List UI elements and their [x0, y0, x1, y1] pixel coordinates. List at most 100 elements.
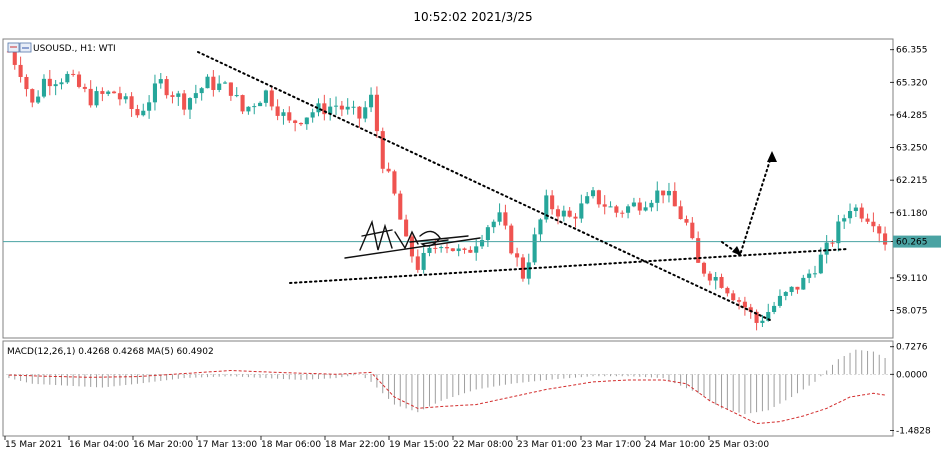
candle-body [690, 222, 695, 239]
time-axis: 15 Mar 2021 16 Mar 04:00 16 Mar 20:00 17 Ma… [4, 436, 769, 450]
candle-body [211, 76, 216, 90]
candle-body [602, 204, 607, 207]
candle-body [614, 206, 619, 213]
candle-body [47, 78, 52, 87]
candle-body [404, 219, 409, 237]
candle-body [491, 221, 496, 228]
candle-body [246, 106, 251, 112]
candle-body [847, 211, 853, 219]
candle-body [36, 96, 41, 103]
candle-body [444, 247, 450, 249]
price-tick-label: 66.355 [896, 46, 928, 56]
candle-body [807, 273, 812, 278]
candle-body [503, 212, 508, 226]
candle-body [871, 221, 876, 227]
candle-body [88, 88, 93, 106]
price-tick-label: 64.285 [896, 111, 928, 121]
candle-body [742, 301, 747, 308]
candle-body [655, 190, 660, 203]
candle-body [830, 242, 835, 244]
candle-body [801, 277, 806, 290]
candle-body [41, 78, 47, 97]
annotation-layer [3, 51, 891, 321]
candle-body [631, 202, 636, 207]
candle-body [59, 82, 64, 85]
candle-body [193, 93, 198, 99]
price-tick-label: 62.215 [896, 176, 928, 186]
candle-body [719, 276, 724, 288]
macd-tick-label: -1.4828 [896, 426, 931, 436]
macd-histogram [8, 349, 886, 415]
candle-body [783, 292, 788, 296]
macd-signal-line [8, 369, 886, 425]
candle-body [497, 212, 502, 222]
candle-body [409, 236, 414, 257]
time-tick-label: 23 Mar 17:00 [581, 440, 641, 450]
candle-body [316, 103, 321, 113]
candle-body [637, 202, 642, 211]
signature-stroke [361, 229, 393, 237]
candle-body [485, 227, 490, 241]
candle-body [258, 102, 263, 107]
candle-body [777, 295, 782, 306]
price-tick-label: 65.320 [896, 78, 928, 88]
candle-body [853, 207, 858, 212]
candle-body [135, 109, 140, 116]
time-tick-label: 15 Mar 2021 [5, 440, 62, 450]
candle-body [672, 190, 677, 207]
candle-body [520, 257, 525, 279]
candle-body [789, 286, 794, 293]
candle-body [737, 300, 742, 302]
chart-window-icon[interactable] [7, 42, 32, 53]
candle-body [427, 247, 432, 253]
candle-body [380, 131, 385, 169]
candle-body [579, 203, 584, 219]
macd-title: MACD(12,26,1) 0.4268 0.4268 MA(5) 60.490… [7, 347, 214, 357]
trendline [289, 248, 849, 284]
time-tick-label: 22 Mar 08:00 [453, 440, 513, 450]
candle-body [433, 247, 438, 249]
candle-body [555, 209, 561, 217]
candle-body [228, 82, 233, 96]
candle-body [106, 91, 111, 94]
current-price-tag-bg [893, 235, 941, 248]
candle-body [836, 221, 841, 244]
candle-body [252, 106, 257, 108]
macd-tick-label: 0.0000 [896, 370, 928, 380]
candle-body [515, 253, 520, 258]
candle-body [147, 102, 152, 111]
candle-body [590, 190, 596, 197]
time-tick-label: 17 Mar 13:00 [197, 440, 257, 450]
candle-body [263, 90, 268, 103]
candle-body [760, 320, 765, 323]
candle-body [585, 196, 590, 204]
candle-body [357, 106, 362, 119]
trendline [197, 51, 771, 321]
candle-body [538, 219, 543, 235]
candle-body [170, 95, 175, 97]
candle-body [567, 210, 572, 217]
candle-body [748, 307, 753, 312]
signature-stroke [409, 235, 469, 243]
candle-body [754, 311, 759, 323]
candle-body [82, 86, 87, 89]
candle-body [222, 82, 228, 84]
projection-arrowhead [767, 151, 777, 162]
candlestick-series [6, 46, 888, 331]
signature-stroke [394, 230, 419, 250]
candle-body [573, 216, 578, 219]
candle-body [112, 91, 117, 94]
macd-tick-label: 0.7276 [896, 343, 928, 353]
candle-body [474, 246, 479, 253]
candle-body [439, 247, 444, 249]
candle-body [532, 234, 537, 263]
candle-body [544, 195, 549, 220]
candle-body [328, 106, 333, 115]
candle-body [842, 218, 847, 222]
candle-body [824, 242, 829, 255]
candle-body [217, 83, 222, 90]
candle-body [298, 122, 304, 125]
candle-body [269, 90, 274, 107]
candle-body [421, 252, 426, 270]
